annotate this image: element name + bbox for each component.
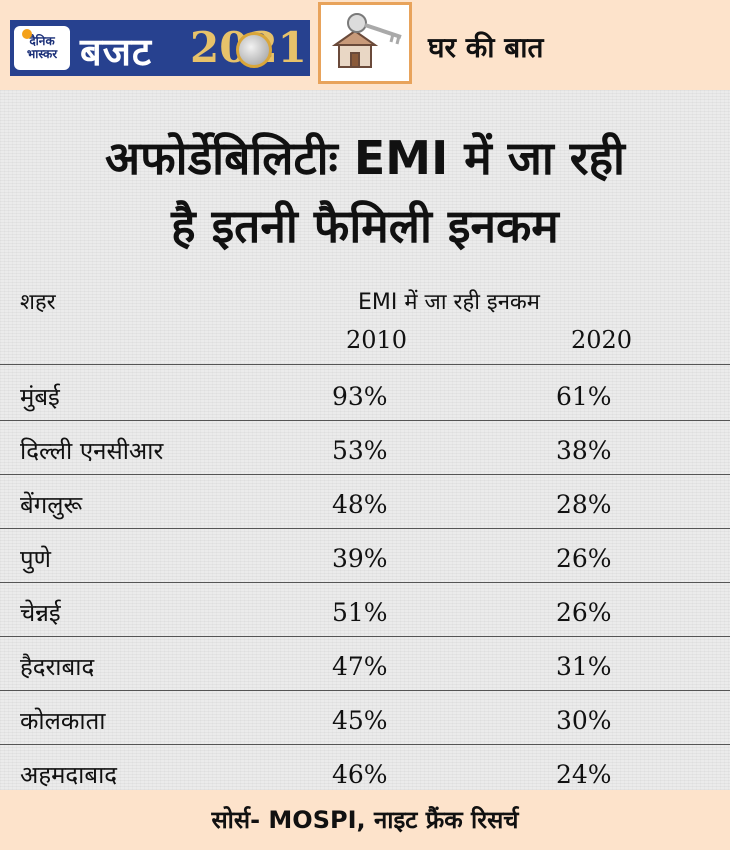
budget-word: बजट	[80, 30, 153, 74]
logo-line1: दैनिक	[29, 34, 55, 48]
page-title-line2: है इतनी फैमिली इनकम	[171, 199, 559, 253]
city-name: बेंगलुरू	[20, 491, 83, 519]
row-divider	[0, 690, 730, 691]
header-divider	[0, 364, 730, 365]
budget-brand-box: दैनिक भास्कर बजट 2021	[10, 20, 310, 76]
table-row: मुंबई 93% 61%	[0, 372, 730, 426]
city-name: हैदराबाद	[20, 653, 95, 681]
row-divider	[0, 528, 730, 529]
coin-icon	[236, 32, 272, 68]
emi-share-2010: 48%	[332, 490, 388, 519]
row-divider	[0, 744, 730, 745]
emi-share-2010: 39%	[332, 544, 388, 573]
table-row: चेन्नई 51% 26%	[0, 588, 730, 642]
city-name: चेन्नई	[20, 599, 61, 627]
footer-band: सोर्स- MOSPI, नाइट फ्रैंक रिसर्च	[0, 790, 730, 850]
sun-icon	[22, 29, 32, 39]
emi-share-2010: 51%	[332, 598, 388, 627]
city-name: दिल्ली एनसीआर	[20, 437, 164, 465]
logo-line2: भास्कर	[26, 47, 58, 61]
emi-share-2010: 45%	[332, 706, 388, 735]
year-2020-header: 2020	[571, 326, 633, 354]
emi-share-2020: 28%	[556, 490, 612, 519]
city-name: अहमदाबाद	[20, 761, 118, 789]
city-name: कोलकाता	[20, 707, 106, 735]
city-name: पुणे	[20, 545, 51, 573]
emi-share-2020: 61%	[556, 382, 612, 411]
table-row: बेंगलुरू 48% 28%	[0, 480, 730, 534]
dainik-bhaskar-logo: दैनिक भास्कर	[14, 26, 70, 70]
table-row: पुणे 39% 26%	[0, 534, 730, 588]
emi-share-2020: 26%	[556, 544, 612, 573]
emi-column-header: EMI में जा रही इनकम	[358, 290, 540, 315]
city-column-header: शहर	[20, 290, 56, 315]
table-row: दिल्ली एनसीआर 53% 38%	[0, 426, 730, 480]
page-title-line1: अफोर्डेबिलिटीः EMI में जा रही	[105, 131, 625, 185]
row-divider	[0, 582, 730, 583]
source-credit: सोर्स- MOSPI, नाइट फ्रैंक रिसर्च	[211, 806, 519, 834]
emi-share-2020: 31%	[556, 652, 612, 681]
table-row: अहमदाबाद 46% 24%	[0, 750, 730, 804]
row-divider	[0, 474, 730, 475]
header-band: दैनिक भास्कर बजट 2021 घर की बात	[0, 0, 730, 90]
emi-share-2020: 26%	[556, 598, 612, 627]
table-row: कोलकाता 45% 30%	[0, 696, 730, 750]
year-2010-header: 2010	[346, 326, 408, 354]
row-divider	[0, 420, 730, 421]
emi-share-2010: 53%	[332, 436, 388, 465]
section-label: घर की बात	[428, 31, 544, 64]
house-key-icon	[318, 2, 412, 84]
row-divider	[0, 636, 730, 637]
emi-share-2020: 38%	[556, 436, 612, 465]
city-name: मुंबई	[20, 383, 60, 411]
emi-share-2020: 30%	[556, 706, 612, 735]
table-row: हैदराबाद 47% 31%	[0, 642, 730, 696]
emi-share-2010: 47%	[332, 652, 388, 681]
emi-share-2010: 93%	[332, 382, 388, 411]
emi-share-2020: 24%	[556, 760, 612, 789]
emi-share-2010: 46%	[332, 760, 388, 789]
